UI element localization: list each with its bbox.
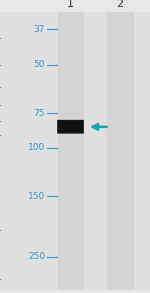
Text: 50: 50 <box>33 60 45 69</box>
Text: 2: 2 <box>116 0 124 9</box>
Text: 1: 1 <box>67 0 74 9</box>
FancyBboxPatch shape <box>57 120 84 133</box>
Text: 150: 150 <box>28 192 45 200</box>
Bar <box>107 12 133 290</box>
Bar <box>58 12 83 290</box>
Text: 75: 75 <box>33 109 45 118</box>
Text: 250: 250 <box>28 253 45 261</box>
Text: 100: 100 <box>28 143 45 152</box>
Text: 37: 37 <box>33 25 45 33</box>
